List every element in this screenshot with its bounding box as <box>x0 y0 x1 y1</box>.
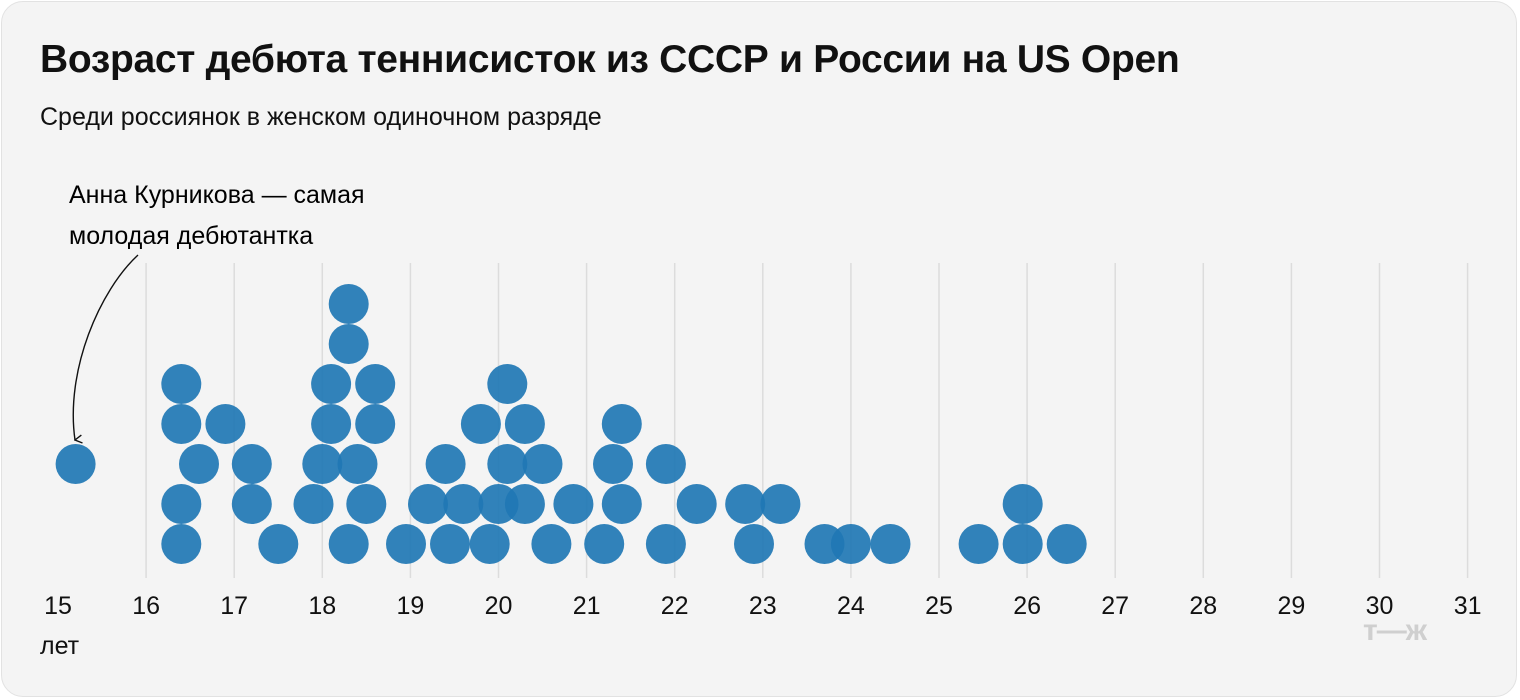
x-tick-label: 19 <box>396 592 424 620</box>
data-dot <box>443 484 484 524</box>
data-dot <box>408 484 448 524</box>
x-tick-label: 24 <box>837 592 865 620</box>
annotation: Анна Курникова — самая молодая дебютантк… <box>69 181 365 440</box>
data-dot <box>676 484 717 524</box>
annotation-line-1: Анна Курникова — самая <box>69 181 365 209</box>
data-dot <box>161 404 202 444</box>
data-dot <box>311 404 352 444</box>
x-tick-label: 26 <box>1013 592 1041 620</box>
data-dot <box>231 444 272 484</box>
x-tick-label: 30 <box>1366 592 1394 620</box>
data-dot <box>293 484 334 524</box>
data-dot <box>328 324 369 364</box>
data-dot <box>328 524 369 564</box>
data-dot <box>425 444 466 484</box>
data-dot <box>958 524 999 564</box>
chart-title: Возраст дебюта теннисисток из СССР и Рос… <box>40 38 1180 81</box>
data-dot <box>231 484 272 524</box>
data-dot <box>258 524 299 564</box>
x-tick-label: 17 <box>220 592 248 620</box>
data-dot <box>504 484 545 524</box>
data-dot <box>553 484 594 524</box>
data-dot <box>601 404 642 444</box>
x-tick-label: 31 <box>1454 592 1482 620</box>
data-dot <box>593 444 633 484</box>
data-dot <box>601 484 642 524</box>
data-dot <box>205 404 246 444</box>
x-tick-label: 20 <box>485 592 513 620</box>
data-dot <box>830 524 871 564</box>
data-dot <box>522 444 563 484</box>
x-tick-label: 25 <box>925 592 953 620</box>
data-dot <box>179 444 219 484</box>
data-dot <box>645 524 686 564</box>
data-dot <box>487 444 528 484</box>
data-dot <box>1002 524 1043 564</box>
x-tick-label: 15 <box>44 592 72 620</box>
data-dot <box>460 404 501 444</box>
data-dot <box>161 524 202 564</box>
x-tick-label: 18 <box>308 592 336 620</box>
data-dot <box>346 484 387 524</box>
data-dot <box>328 284 369 324</box>
grid-lines <box>145 263 1469 578</box>
data-dot <box>355 364 396 404</box>
x-tick-label: 23 <box>749 592 777 620</box>
data-dot <box>55 444 96 484</box>
chart-subtitle: Среди россиянок в женском одиночном разр… <box>40 103 602 131</box>
data-dot <box>161 484 202 524</box>
data-dot <box>469 524 510 564</box>
annotation-arrow <box>72 254 139 440</box>
x-axis-unit-label: лет <box>40 632 80 660</box>
data-dot <box>725 484 766 524</box>
data-dot <box>584 524 625 564</box>
data-dot <box>302 444 343 484</box>
x-axis-ticks: 15 16 17 18 19 20 21 22 23 24 25 26 27 28 29 30 31 <box>44 592 1481 620</box>
data-dot <box>760 484 801 524</box>
x-tick-label: 16 <box>132 592 160 620</box>
x-tick-label: 22 <box>661 592 689 620</box>
data-dot <box>355 404 396 444</box>
data-dot <box>1002 484 1043 524</box>
x-tick-label: 29 <box>1277 592 1305 620</box>
dots <box>55 284 1087 564</box>
data-dot <box>734 524 774 564</box>
tzh-logo: т—ж <box>1363 614 1427 647</box>
data-dot <box>504 404 545 444</box>
data-dot <box>1046 524 1087 564</box>
annotation-line-2: молодая дебютантка <box>69 222 313 250</box>
data-dot <box>487 364 528 404</box>
data-dot <box>531 524 572 564</box>
x-tick-label: 28 <box>1189 592 1217 620</box>
data-dot <box>337 444 378 484</box>
data-dot <box>311 364 352 404</box>
data-dot <box>430 524 470 564</box>
data-dot <box>161 364 202 404</box>
data-dot <box>870 524 911 564</box>
data-dot <box>386 524 426 564</box>
data-dot <box>645 444 686 484</box>
x-tick-label: 27 <box>1101 592 1129 620</box>
x-tick-label: 21 <box>573 592 601 620</box>
